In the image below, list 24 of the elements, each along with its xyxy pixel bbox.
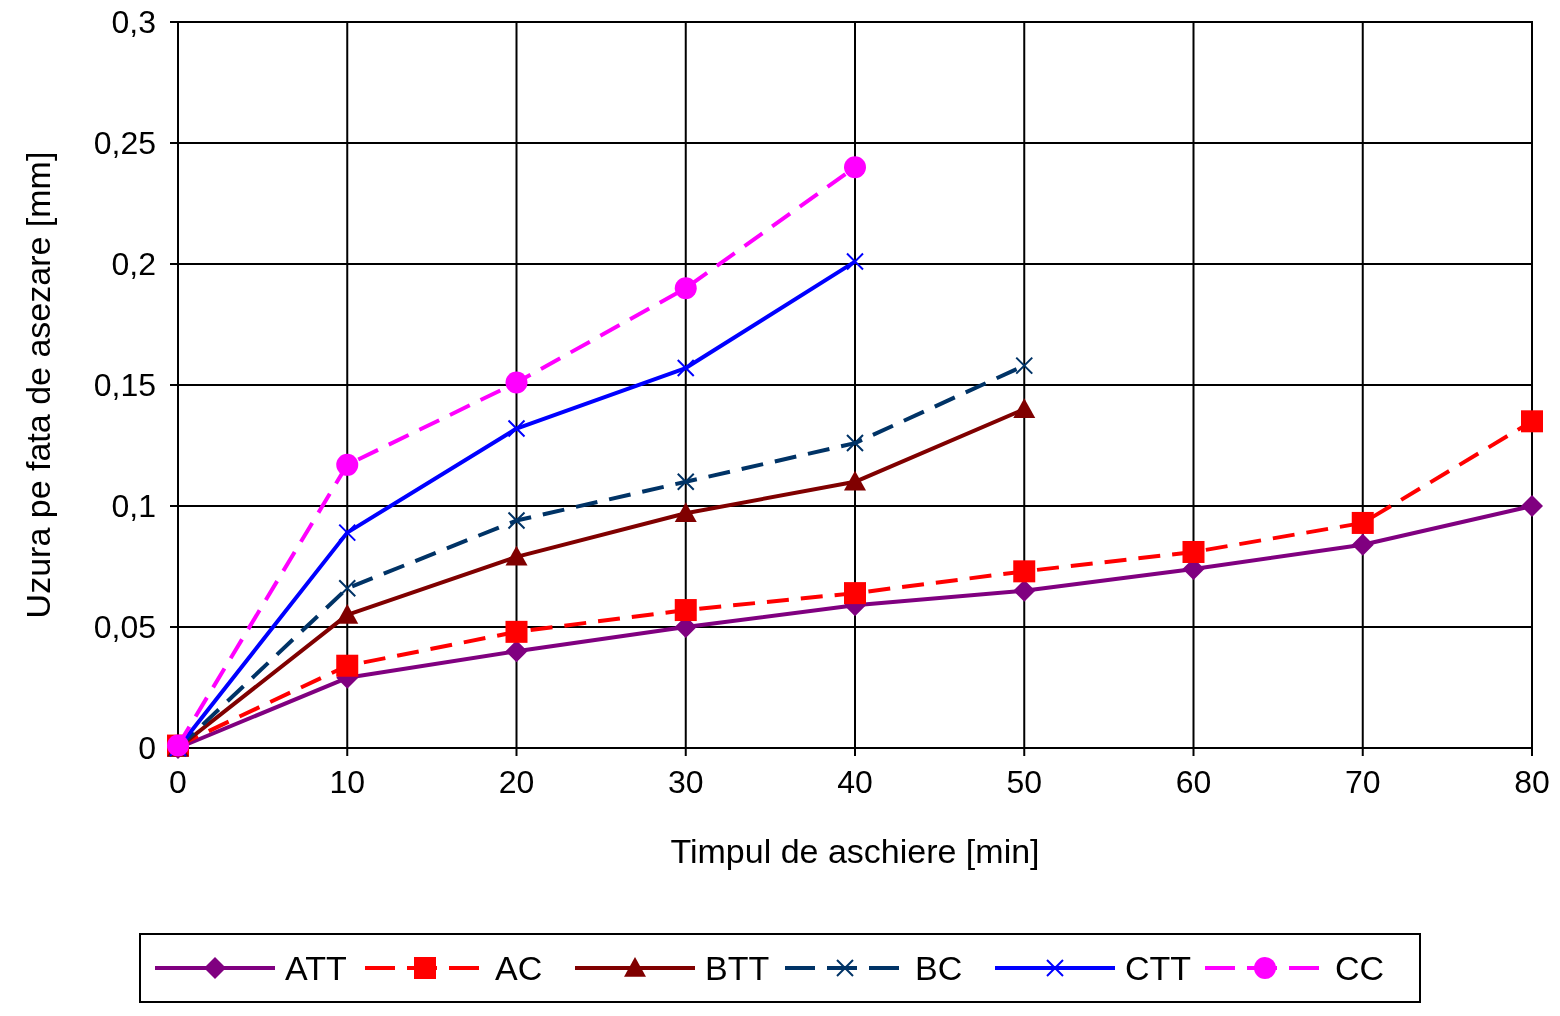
x-axis-title: Timpul de aschiere [min]: [670, 832, 1040, 870]
x-tick-label: 20: [498, 764, 535, 800]
y-tick-label: 0,3: [111, 4, 156, 40]
x-tick-label: 70: [1344, 764, 1381, 800]
x-tick-label: 30: [667, 764, 704, 800]
legend-label: AC: [495, 949, 543, 987]
legend-label: BC: [915, 949, 963, 987]
x-tick-label: 0: [169, 764, 187, 800]
x-tick-label: 60: [1175, 764, 1212, 800]
y-axis-title: Uzura pe fata de asezare [mm]: [19, 151, 57, 619]
y-tick-label: 0,15: [93, 367, 156, 403]
x-tick-label: 40: [837, 764, 873, 800]
y-tick-label: 0,1: [111, 488, 156, 524]
x-tick-label: 10: [329, 764, 366, 800]
y-tick-label: 0,25: [93, 125, 156, 161]
y-tick-label: 0,05: [93, 609, 156, 645]
legend-label: ATT: [285, 949, 347, 987]
x-tick-label: 80: [1514, 764, 1550, 800]
legend-label: CTT: [1125, 949, 1192, 987]
x-tick-label: 50: [1006, 764, 1043, 800]
y-tick-label: 0,2: [111, 246, 156, 282]
legend-label: CC: [1335, 949, 1385, 987]
legend-label: BTT: [705, 949, 770, 987]
y-tick-label: 0: [138, 730, 156, 766]
